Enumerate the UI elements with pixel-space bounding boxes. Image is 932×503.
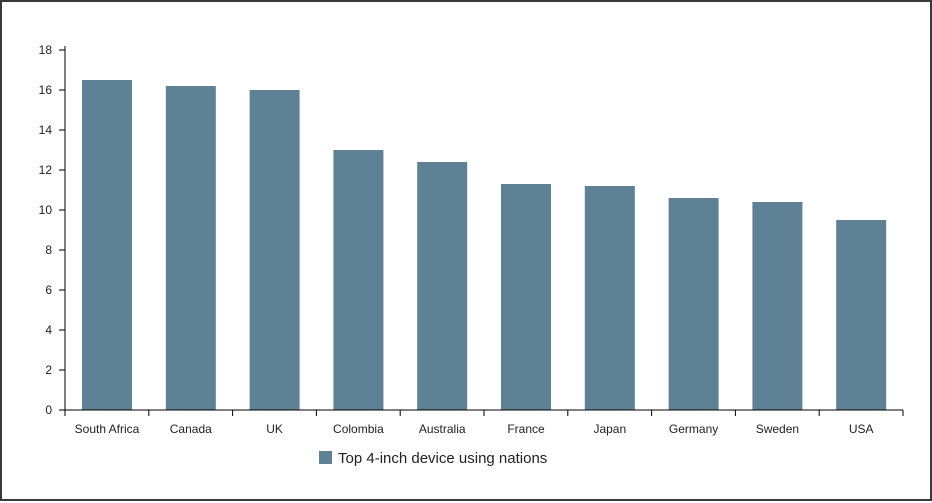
x-tick-label: Australia [419,422,466,436]
x-tick-label: USA [849,422,874,436]
y-tick-label: 0 [45,403,52,417]
x-tick-label: Colombia [333,422,384,436]
legend-label: Top 4-inch device using nations [338,450,547,467]
bar [249,90,300,410]
x-tick-label: UK [266,422,283,436]
y-tick-label: 4 [45,323,52,337]
x-tick-label: South Africa [75,422,140,436]
y-tick-label: 12 [39,163,53,177]
bar [165,86,216,410]
y-tick-label: 10 [39,203,53,217]
y-tick-label: 16 [39,83,53,97]
bar [752,202,803,410]
legend-swatch [319,451,332,464]
x-tick-label: Sweden [756,422,799,436]
x-tick-label: Japan [593,422,626,436]
legend: Top 4-inch device using nations [319,450,547,467]
bar [584,186,635,410]
x-tick-label: Canada [170,422,212,436]
bar [836,220,887,410]
bars [82,80,887,410]
y-tick-label: 8 [45,243,52,257]
y-tick-label: 14 [39,123,53,137]
bar [82,80,132,410]
bar [501,184,551,410]
y-tick-label: 2 [45,363,52,377]
bar [417,162,468,410]
y-tick-label: 18 [39,43,53,57]
bar [668,198,719,410]
x-axis: South Africa Canada UK Colombia Australia Fra… [64,409,904,436]
y-tick-label: 6 [45,283,52,297]
x-tick-label: Germany [669,422,718,436]
x-tick-label: France [507,422,545,436]
bar [333,150,384,410]
y-axis: 0 2 4 6 8 10 12 14 16 18 [39,43,66,417]
